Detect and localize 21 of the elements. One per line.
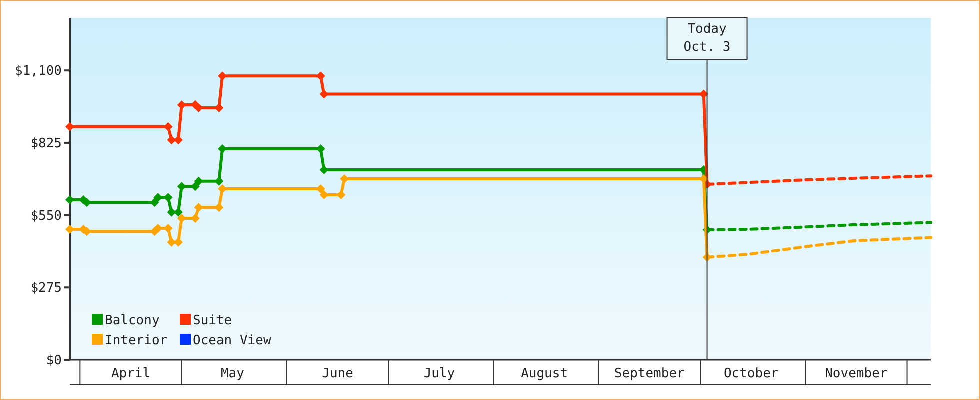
legend-label: Balcony <box>105 314 160 329</box>
point <box>214 203 224 212</box>
y-tick-label: $275 <box>30 281 62 296</box>
point <box>177 182 186 192</box>
x-tick-label: September <box>614 366 686 382</box>
y-tick-label: $0 <box>46 354 62 369</box>
y-tick-label: $825 <box>30 136 62 152</box>
x-tick-label: July <box>424 366 456 382</box>
x-tick-label: April <box>111 366 151 382</box>
y-tick-label: $1,100 <box>15 64 62 80</box>
x-tick-label: August <box>521 366 568 382</box>
legend-label: Ocean View <box>193 334 272 349</box>
y-tick-label: $550 <box>30 208 62 224</box>
ref-line-label: Today Oct. 3 <box>684 22 731 55</box>
x-tick-label: May <box>220 366 245 382</box>
x-tick-label: November <box>825 366 888 382</box>
legend-label: Interior <box>105 334 168 349</box>
x-tick-label: June <box>322 366 354 382</box>
point <box>66 122 74 132</box>
x-tick-label: October <box>724 366 779 382</box>
legend-label: Suite <box>193 314 232 329</box>
